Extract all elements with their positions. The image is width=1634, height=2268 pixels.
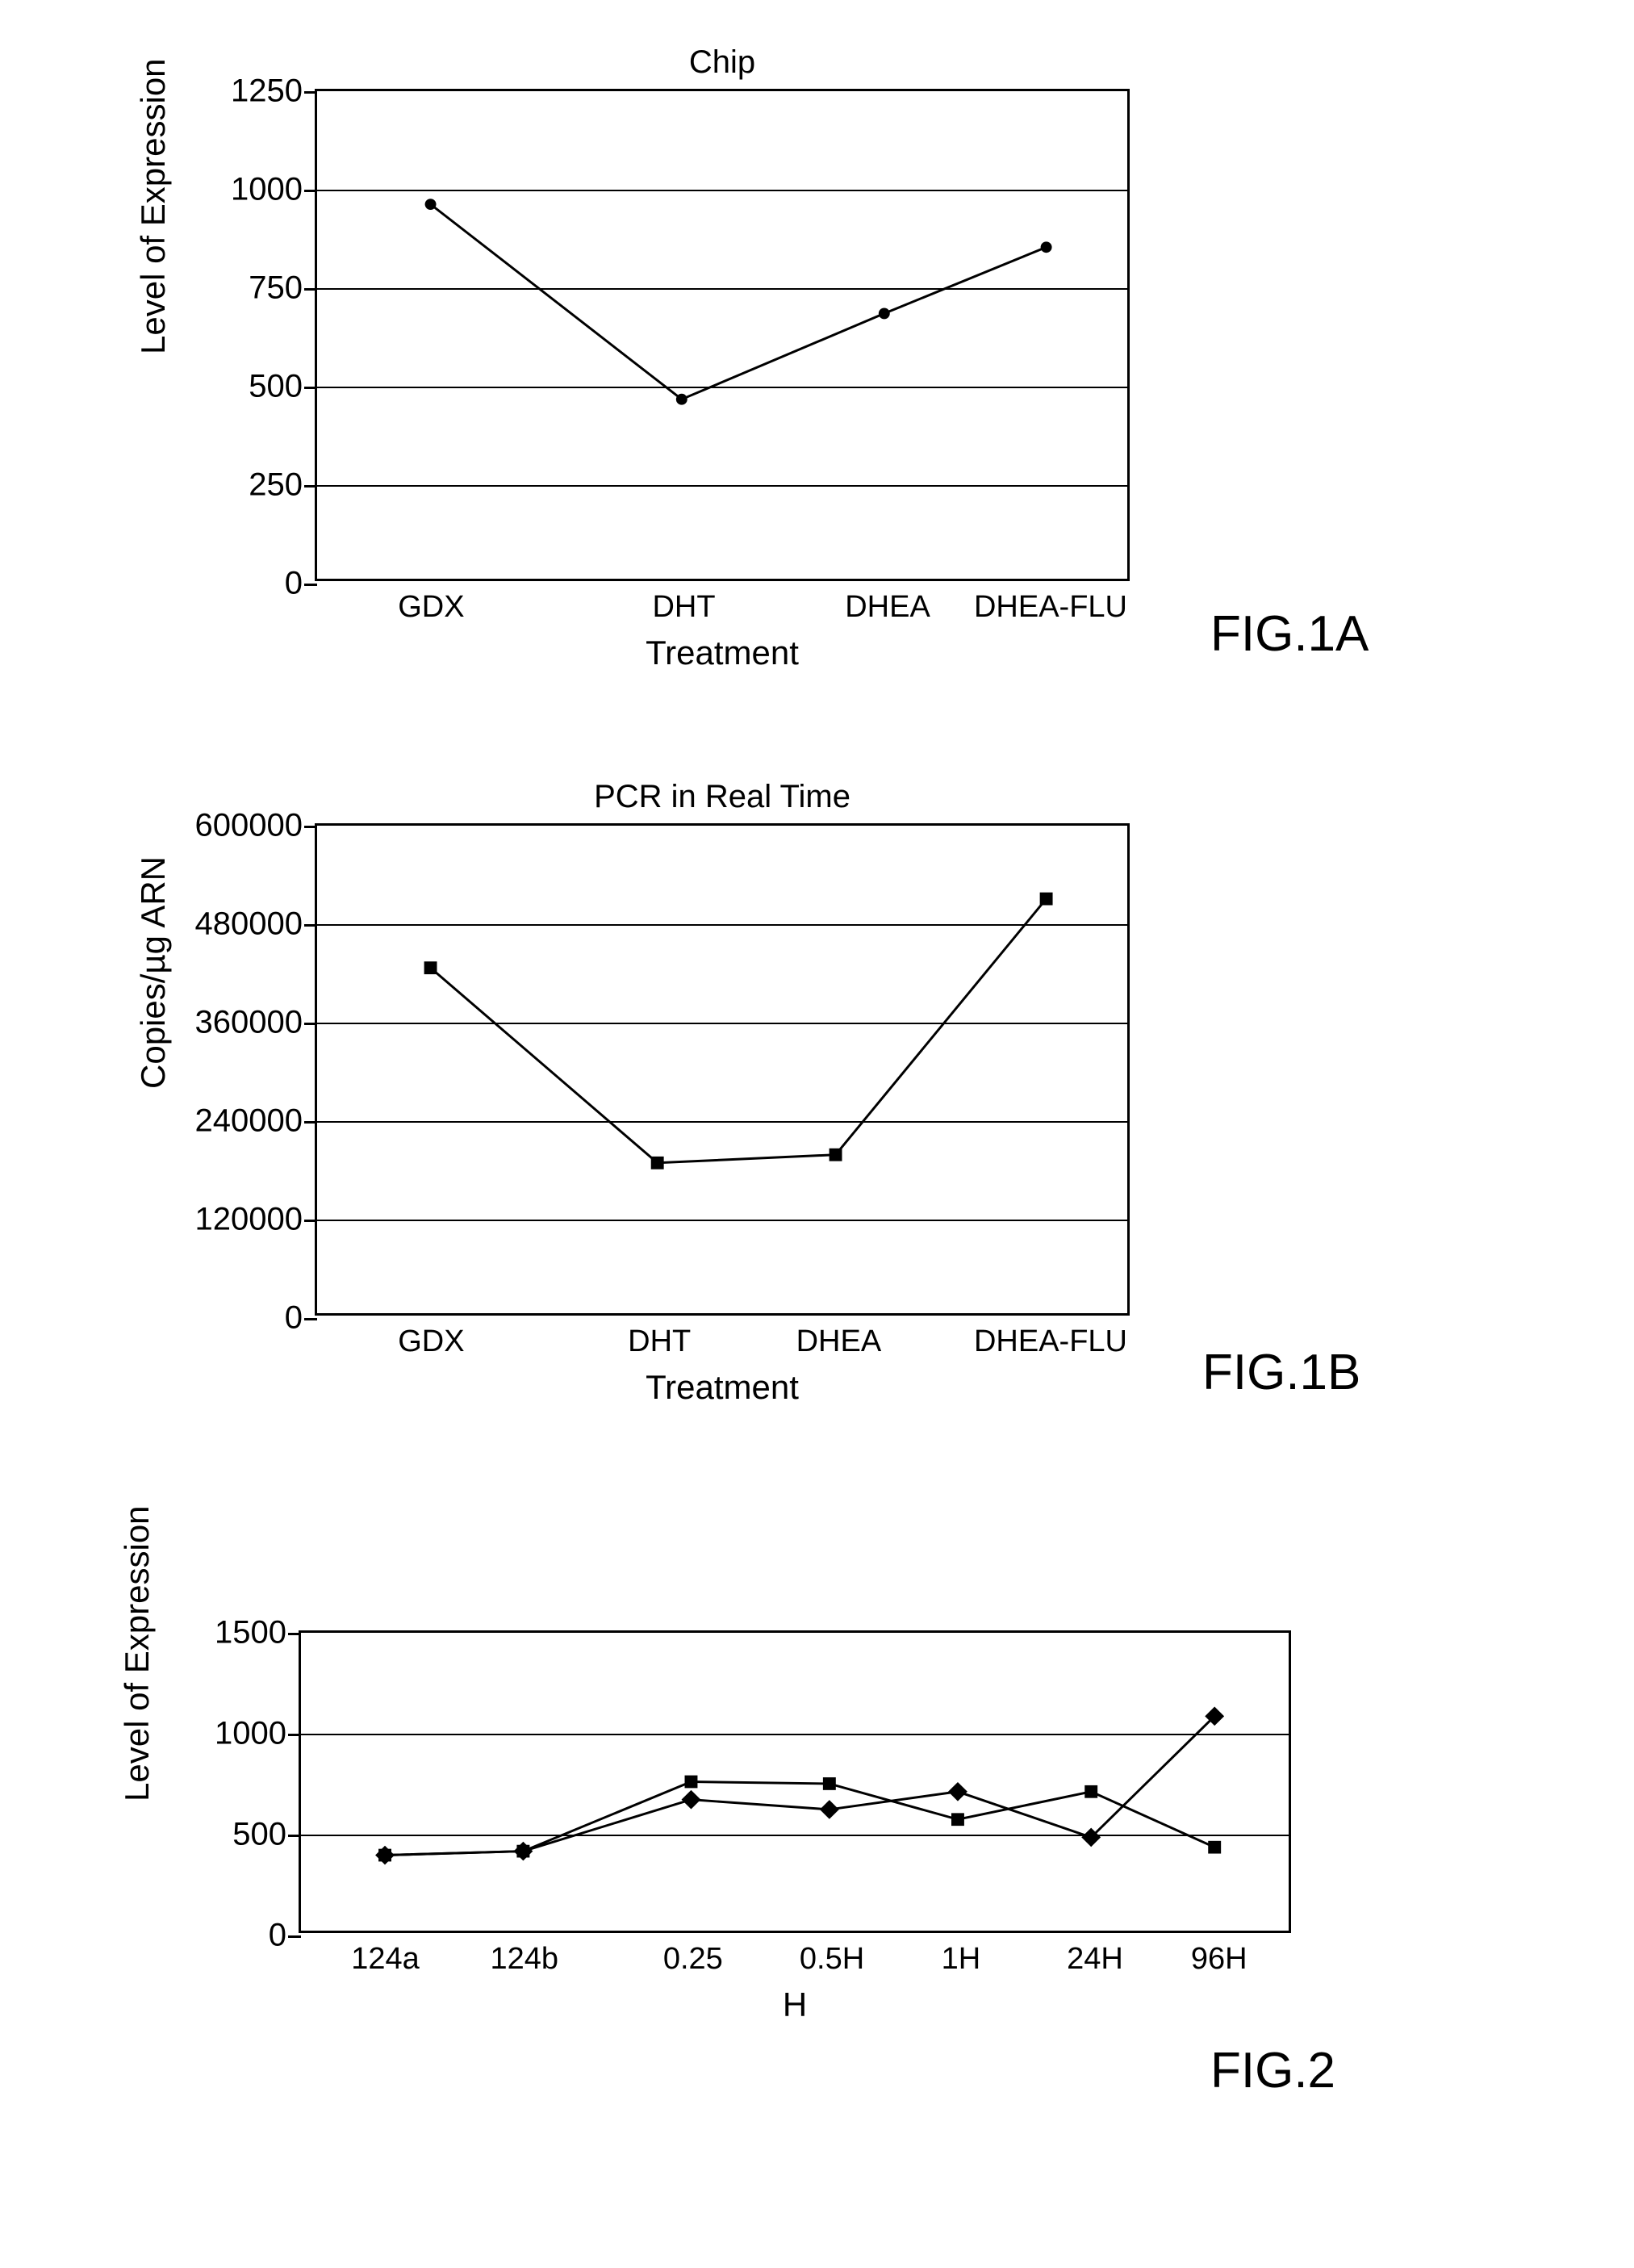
- y-tick-mark: [304, 190, 317, 192]
- marker-diamond: [820, 1800, 839, 1819]
- figure-label-1b: FIG.1B: [1202, 1344, 1360, 1401]
- y-tick-label: 600000: [195, 808, 303, 844]
- plot-area: 025050075010001250GDXDHTDHEADHEA-FLU: [315, 89, 1130, 581]
- marker-square: [651, 1157, 664, 1170]
- x-axis-label: Treatment: [315, 634, 1130, 672]
- x-tick-label: 1H: [942, 1942, 981, 1977]
- y-tick-label: 120000: [195, 1202, 303, 1238]
- marker-circle: [879, 308, 890, 319]
- x-tick-label: GDX: [398, 590, 464, 625]
- x-tick-label: 0.25: [663, 1942, 723, 1977]
- chart-series: [301, 1633, 1289, 1931]
- x-tick-label: 0.5H: [800, 1942, 864, 1977]
- y-tick-label: 1500: [215, 1615, 286, 1651]
- x-tick-label: 124a: [351, 1942, 420, 1977]
- marker-diamond: [948, 1782, 967, 1801]
- y-tick-mark: [304, 584, 317, 586]
- y-tick-label: 0: [285, 566, 303, 602]
- y-tick-mark: [304, 1023, 317, 1025]
- y-tick-label: 1250: [231, 73, 303, 110]
- marker-square: [1208, 1841, 1221, 1854]
- marker-square: [830, 1149, 842, 1161]
- x-tick-label: 124b: [490, 1942, 558, 1977]
- y-tick-mark: [304, 1220, 317, 1222]
- marker-circle: [1041, 241, 1052, 253]
- marker-diamond: [682, 1790, 701, 1810]
- y-tick-mark: [304, 924, 317, 927]
- plot-area: 0120000240000360000480000600000GDXDHTDHE…: [315, 823, 1130, 1316]
- x-tick-label: DHEA: [845, 590, 930, 625]
- x-tick-label: DHEA: [796, 1324, 882, 1359]
- marker-square: [685, 1776, 698, 1789]
- x-tick-label: DHEA-FLU: [974, 590, 1127, 625]
- figure-label-2: FIG.2: [1210, 2042, 1335, 2099]
- y-tick-mark: [288, 1835, 301, 1837]
- marker-diamond: [375, 1846, 395, 1865]
- y-tick-mark: [304, 1318, 317, 1320]
- y-tick-mark: [304, 485, 317, 487]
- line-series: [431, 204, 1047, 400]
- y-tick-mark: [304, 91, 317, 94]
- x-tick-label: DHEA-FLU: [974, 1324, 1127, 1359]
- y-tick-mark: [304, 288, 317, 291]
- y-tick-mark: [304, 1121, 317, 1124]
- y-tick-mark: [288, 1633, 301, 1635]
- y-tick-label: 1000: [231, 172, 303, 208]
- y-tick-mark: [304, 826, 317, 828]
- x-axis-label: Treatment: [315, 1368, 1130, 1407]
- y-tick-label: 500: [249, 369, 303, 405]
- x-tick-label: DHT: [652, 590, 715, 625]
- x-tick-label: 96H: [1191, 1942, 1247, 1977]
- y-tick-mark: [288, 1935, 301, 1938]
- marker-circle: [676, 394, 687, 405]
- chart-title: PCR in Real Time: [315, 779, 1130, 815]
- x-tick-label: DHT: [628, 1324, 691, 1359]
- y-tick-label: 480000: [195, 906, 303, 943]
- y-tick-mark: [288, 1734, 301, 1736]
- y-tick-label: 0: [269, 1918, 286, 1954]
- y-tick-label: 750: [249, 270, 303, 307]
- marker-square: [1084, 1785, 1097, 1798]
- marker-square: [424, 961, 437, 974]
- y-tick-label: 250: [249, 467, 303, 504]
- chart-series: [317, 91, 1127, 579]
- marker-square: [823, 1777, 836, 1790]
- y-tick-label: 360000: [195, 1005, 303, 1041]
- y-tick-label: 0: [285, 1300, 303, 1337]
- x-axis-label: H: [299, 1986, 1291, 2024]
- marker-square: [951, 1813, 964, 1826]
- marker-square: [1040, 893, 1053, 906]
- x-tick-label: 24H: [1067, 1942, 1123, 1977]
- y-tick-label: 1000: [215, 1716, 286, 1752]
- marker-circle: [425, 199, 437, 210]
- y-tick-mark: [304, 387, 317, 389]
- plot-area: 050010001500124a124b0.250.5H1H24H96H: [299, 1630, 1291, 1933]
- y-tick-label: 500: [232, 1817, 286, 1853]
- x-tick-label: GDX: [398, 1324, 464, 1359]
- marker-diamond: [513, 1842, 533, 1861]
- figure-label-1a: FIG.1A: [1210, 605, 1369, 663]
- line-series: [431, 899, 1047, 1163]
- chart-title: Chip: [315, 44, 1130, 81]
- chart-series: [317, 826, 1127, 1313]
- y-tick-label: 240000: [195, 1103, 303, 1140]
